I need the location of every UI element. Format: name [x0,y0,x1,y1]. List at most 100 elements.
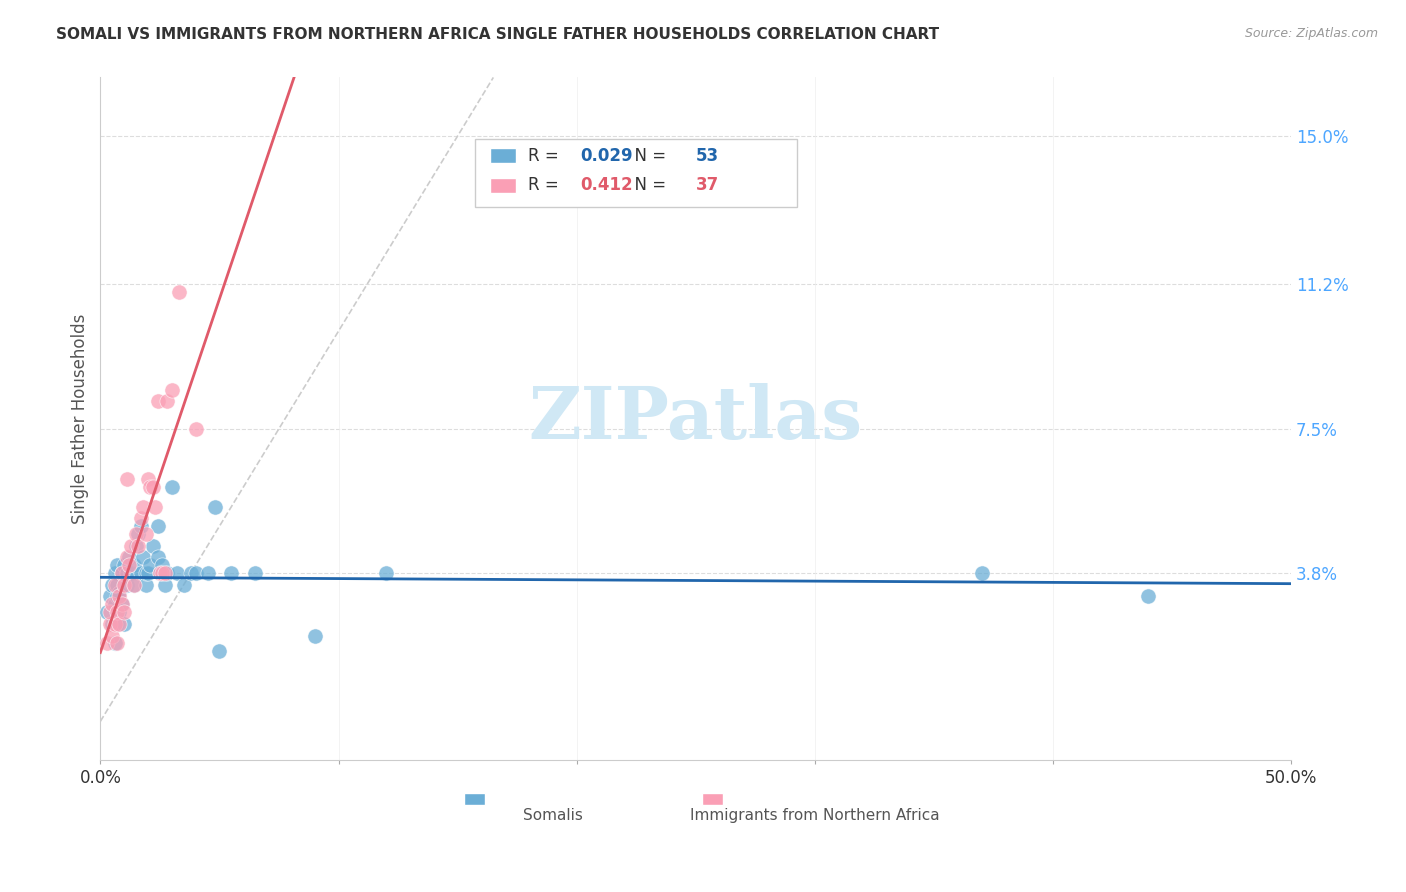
Point [243,566,266,580]
Point [204,500,226,514]
Point [104,616,127,631]
Point [120,539,142,553]
Point [221,566,243,580]
Point [115,472,138,486]
Point [142,539,165,553]
Point [96,605,118,619]
Text: R =: R = [527,147,564,165]
Text: Somalis: Somalis [523,808,583,823]
Point [127,539,149,553]
Point [160,383,183,397]
Point [108,616,131,631]
Point [146,550,169,565]
Point [108,585,131,599]
Point [127,527,149,541]
Point [156,394,179,409]
Text: SOMALI VS IMMIGRANTS FROM NORTHERN AFRICA SINGLE FATHER HOUSEHOLDS CORRELATION C: SOMALI VS IMMIGRANTS FROM NORTHERN AFRIC… [56,27,939,42]
Point [105,590,128,604]
Point [96,636,118,650]
Point [132,500,155,514]
Point [146,394,169,409]
Point [125,527,148,541]
Point [135,566,157,580]
Point [146,519,169,533]
FancyBboxPatch shape [489,148,516,163]
Point [1137,590,1160,604]
Point [153,566,176,580]
Point [111,597,134,611]
Point [115,550,138,565]
Text: 53: 53 [696,147,718,165]
FancyBboxPatch shape [475,139,797,207]
FancyBboxPatch shape [464,792,485,805]
Point [98,616,121,631]
Point [149,566,172,580]
Point [156,566,179,580]
Text: ZIPatlas: ZIPatlas [529,384,863,454]
Point [180,566,202,580]
Point [153,578,176,592]
Text: 0.029: 0.029 [581,147,633,165]
FancyBboxPatch shape [489,178,516,193]
Point [132,550,155,565]
Point [122,578,145,592]
Point [108,605,131,619]
Point [122,578,145,592]
Point [118,550,141,565]
Point [135,578,157,592]
Point [122,558,145,573]
Point [143,500,166,514]
Text: Source: ZipAtlas.com: Source: ZipAtlas.com [1244,27,1378,40]
Point [129,519,152,533]
Point [150,566,173,580]
Point [135,527,157,541]
Point [375,566,398,580]
Point [98,605,121,619]
Point [112,558,135,573]
Point [101,578,124,592]
FancyBboxPatch shape [702,792,723,805]
Text: 37: 37 [696,177,718,194]
Point [101,628,124,642]
Point [115,578,138,592]
Point [120,566,142,580]
Point [184,422,207,436]
Point [105,578,128,592]
Point [173,578,195,592]
Text: N =: N = [624,177,672,194]
Point [101,597,124,611]
Text: N =: N = [624,147,672,165]
Point [111,566,134,580]
Point [970,566,993,580]
Y-axis label: Single Father Households: Single Father Households [72,314,89,524]
Point [197,566,219,580]
Point [184,566,207,580]
Text: 0.412: 0.412 [581,177,633,194]
Point [136,472,159,486]
Point [105,616,128,631]
Point [111,566,134,580]
Text: Immigrants from Northern Africa: Immigrants from Northern Africa [690,808,939,823]
Point [105,558,128,573]
Point [105,605,128,619]
Point [166,566,188,580]
Point [160,480,183,494]
Point [104,597,127,611]
Point [142,480,165,494]
Point [108,590,131,604]
Point [101,616,124,631]
Point [129,511,152,525]
Point [167,285,190,299]
Point [111,597,134,611]
Point [112,605,135,619]
Point [125,539,148,553]
Point [98,590,121,604]
Point [304,628,326,642]
Text: R =: R = [527,177,564,194]
Point [149,566,172,580]
Point [139,480,162,494]
Point [104,636,127,650]
Point [104,578,127,592]
Point [129,566,152,580]
Point [105,636,128,650]
